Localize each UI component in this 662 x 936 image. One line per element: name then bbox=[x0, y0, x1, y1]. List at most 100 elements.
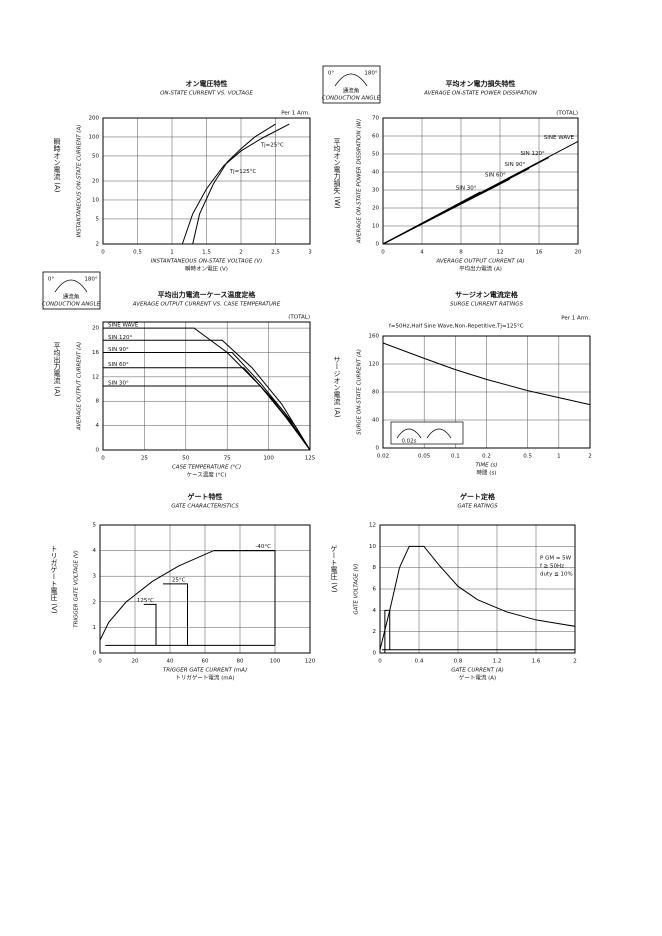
y-tick-label: 40 bbox=[372, 418, 379, 424]
y-axis-label: GATE VOLTAGE (V) bbox=[354, 563, 360, 614]
x-tick-label: 8 bbox=[459, 250, 463, 256]
x-axis-label-ja: 時間 (s) bbox=[477, 469, 497, 477]
x-axis-label-ja: ケース温度 (°C) bbox=[187, 471, 227, 479]
x-tick-label: 1.6 bbox=[532, 659, 541, 665]
x-tick-label: 0.5 bbox=[133, 250, 142, 256]
y-axis-label-ja: 平均出力電流 (A) bbox=[53, 342, 61, 397]
x-tick-label: 80 bbox=[237, 659, 244, 665]
icon-label-ja: 通流角 bbox=[343, 87, 360, 95]
series-label: 25°C bbox=[172, 577, 186, 583]
series-label: Tj=25°C bbox=[260, 142, 284, 148]
y-tick-label: 16 bbox=[92, 350, 99, 356]
y-tick-label: 2 bbox=[93, 599, 97, 605]
y-axis-label: AVERAGE OUTPUT CURRENT (A) bbox=[77, 342, 83, 431]
x-tick-label: 100 bbox=[263, 456, 274, 462]
y-axis-label-ja: 瞬時オン電流 (A) bbox=[53, 138, 61, 193]
icon-start: 0° bbox=[328, 71, 334, 77]
y-tick-label: 10 bbox=[369, 544, 376, 550]
y-tick-label: 160 bbox=[369, 334, 380, 340]
y-tick-label: 120 bbox=[369, 362, 380, 368]
y-tick-label: 20 bbox=[372, 206, 379, 212]
series-label: -40°C bbox=[255, 544, 271, 550]
y-tick-label: 12 bbox=[92, 374, 99, 380]
x-axis-label: TIME (s) bbox=[475, 463, 497, 469]
chart-title: サージオン電流定格 bbox=[455, 290, 519, 299]
icon-frame bbox=[42, 271, 101, 310]
x-tick-label: 1.2 bbox=[493, 659, 502, 665]
x-tick-label: 0 bbox=[378, 659, 382, 665]
series-label: SIN 90° bbox=[108, 347, 129, 353]
annotation: P GM = 5W bbox=[540, 556, 572, 562]
series-line bbox=[384, 609, 391, 653]
y-tick-label: 4 bbox=[93, 548, 97, 554]
y-tick-label: 30 bbox=[372, 188, 379, 194]
x-tick-label: 2.5 bbox=[271, 250, 280, 256]
series-label: SIN 30° bbox=[108, 381, 129, 387]
x-tick-label: 0.4 bbox=[415, 659, 424, 665]
plot-frame bbox=[382, 335, 591, 449]
x-tick-label: 0 bbox=[101, 250, 105, 256]
series-line bbox=[382, 191, 481, 245]
x-axis-label-ja: 平均出力電流 (A) bbox=[459, 265, 502, 273]
y-tick-label: 0 bbox=[376, 446, 380, 452]
x-tick-label: 0.02 bbox=[377, 454, 389, 460]
x-tick-label: 50 bbox=[182, 456, 189, 462]
x-axis-label: GATE CURRENT (A) bbox=[451, 668, 503, 674]
x-tick-label: 0 bbox=[98, 659, 102, 665]
y-axis-label: AVERAGE ON-STATE POWER DISSIPATION (W) bbox=[357, 119, 363, 244]
series-label: SIN 60° bbox=[485, 173, 506, 179]
x-tick-label: 60 bbox=[202, 659, 209, 665]
inset-label: 0.02s bbox=[401, 439, 416, 445]
y-axis-label-ja: サージオン電流 (A) bbox=[333, 356, 341, 418]
x-tick-label: 0.8 bbox=[454, 659, 463, 665]
x-axis-label-ja: 瞬時オン電圧 (V) bbox=[185, 265, 228, 273]
series-line bbox=[382, 342, 591, 406]
note: Per 1 Arm. bbox=[281, 111, 310, 117]
icon-wave bbox=[54, 279, 88, 293]
series-line bbox=[103, 351, 311, 451]
y-tick-label: 1 bbox=[93, 625, 97, 631]
series-label: SIN 120° bbox=[108, 335, 132, 341]
y-axis-label: SURGE ON-STATE CURRENT (A) bbox=[357, 349, 363, 435]
series-label: Tj=125°C bbox=[229, 169, 257, 175]
x-tick-label: 1 bbox=[170, 250, 174, 256]
y-tick-label: 50 bbox=[92, 153, 99, 159]
x-axis-label: CASE TEMPERATURE (°C) bbox=[172, 465, 241, 471]
series-label: SINE WAVE bbox=[544, 135, 575, 141]
y-tick-label: 2 bbox=[96, 242, 100, 248]
icon-end: 180° bbox=[364, 71, 377, 77]
y-tick-label: 0 bbox=[373, 651, 377, 657]
annotation: f ≧ 50Hz bbox=[540, 564, 564, 570]
x-tick-label: 20 bbox=[575, 250, 582, 256]
y-tick-label: 2 bbox=[373, 629, 377, 635]
icon-start: 0° bbox=[48, 277, 54, 283]
plot-frame bbox=[382, 117, 579, 245]
y-tick-label: 5 bbox=[93, 523, 97, 529]
x-tick-label: 25 bbox=[141, 456, 148, 462]
series-line bbox=[163, 583, 188, 646]
y-tick-label: 5 bbox=[96, 216, 100, 222]
series-label: SIN 120° bbox=[521, 151, 545, 157]
chart-title: ゲート特性 bbox=[188, 492, 223, 501]
chart-subtitle: GATE CHARACTERISTICS bbox=[171, 504, 239, 510]
x-tick-label: 0.05 bbox=[418, 454, 431, 460]
x-tick-label: 2 bbox=[588, 454, 592, 460]
note: (TOTAL) bbox=[556, 111, 578, 117]
x-axis-label-ja: ゲート電流 (A) bbox=[459, 674, 496, 682]
icon-label: CONDUCTION ANGLE bbox=[322, 96, 381, 102]
x-tick-label: 3 bbox=[308, 250, 312, 256]
series-label: SIN 90° bbox=[505, 162, 526, 168]
x-tick-label: 1 bbox=[557, 454, 561, 460]
series-label: SIN 30° bbox=[456, 185, 477, 191]
x-tick-label: 2 bbox=[573, 659, 577, 665]
x-tick-label: 16 bbox=[536, 250, 543, 256]
y-tick-label: 8 bbox=[96, 399, 100, 405]
y-tick-label: 40 bbox=[372, 170, 379, 176]
x-tick-label: 4 bbox=[420, 250, 424, 256]
y-tick-label: 10 bbox=[92, 197, 99, 203]
plot-frame bbox=[102, 117, 311, 245]
x-tick-label: 40 bbox=[167, 659, 174, 665]
chart-subtitle: ON-STATE CURRENT VS. VOLTAGE bbox=[160, 91, 253, 97]
x-tick-label: 12 bbox=[497, 250, 504, 256]
series-label: SINE WAVE bbox=[108, 323, 139, 329]
